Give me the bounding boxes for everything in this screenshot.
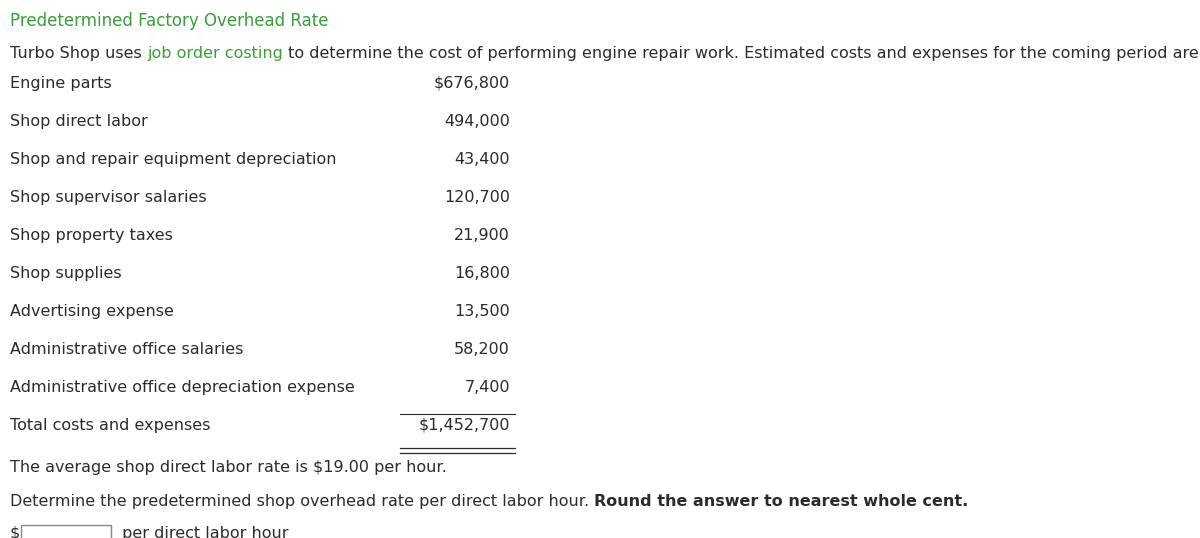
Text: 494,000: 494,000 xyxy=(444,114,510,129)
Text: to determine the cost of performing engine repair work. Estimated costs and expe: to determine the cost of performing engi… xyxy=(283,46,1200,61)
Text: Shop property taxes: Shop property taxes xyxy=(10,228,173,243)
Bar xyxy=(22,525,112,538)
Text: Shop supplies: Shop supplies xyxy=(10,266,121,281)
Text: 7,400: 7,400 xyxy=(464,380,510,395)
Text: Shop direct labor: Shop direct labor xyxy=(10,114,148,129)
Text: Engine parts: Engine parts xyxy=(10,76,112,91)
Text: The average shop direct labor rate is $19.00 per hour.: The average shop direct labor rate is $1… xyxy=(10,460,446,475)
Text: Shop and repair equipment depreciation: Shop and repair equipment depreciation xyxy=(10,152,336,167)
Text: Administrative office salaries: Administrative office salaries xyxy=(10,342,244,357)
Text: Shop supervisor salaries: Shop supervisor salaries xyxy=(10,190,206,205)
Text: job order costing: job order costing xyxy=(146,46,283,61)
Text: 120,700: 120,700 xyxy=(444,190,510,205)
Text: 43,400: 43,400 xyxy=(455,152,510,167)
Text: Total costs and expenses: Total costs and expenses xyxy=(10,418,210,433)
Text: 58,200: 58,200 xyxy=(454,342,510,357)
Text: $676,800: $676,800 xyxy=(433,76,510,91)
Text: Turbo Shop uses: Turbo Shop uses xyxy=(10,46,146,61)
Text: Determine the predetermined shop overhead rate per direct labor hour.: Determine the predetermined shop overhea… xyxy=(10,494,594,509)
Text: per direct labor hour: per direct labor hour xyxy=(118,526,289,538)
Text: Predetermined Factory Overhead Rate: Predetermined Factory Overhead Rate xyxy=(10,12,329,30)
Text: 13,500: 13,500 xyxy=(455,304,510,319)
Text: Advertising expense: Advertising expense xyxy=(10,304,174,319)
Text: 21,900: 21,900 xyxy=(454,228,510,243)
Text: $1,452,700: $1,452,700 xyxy=(419,418,510,433)
Text: $: $ xyxy=(10,526,20,538)
Text: Administrative office depreciation expense: Administrative office depreciation expen… xyxy=(10,380,355,395)
Text: Round the answer to nearest whole cent.: Round the answer to nearest whole cent. xyxy=(594,494,968,509)
Text: 16,800: 16,800 xyxy=(454,266,510,281)
